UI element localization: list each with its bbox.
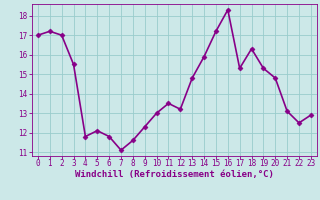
X-axis label: Windchill (Refroidissement éolien,°C): Windchill (Refroidissement éolien,°C) — [75, 170, 274, 179]
